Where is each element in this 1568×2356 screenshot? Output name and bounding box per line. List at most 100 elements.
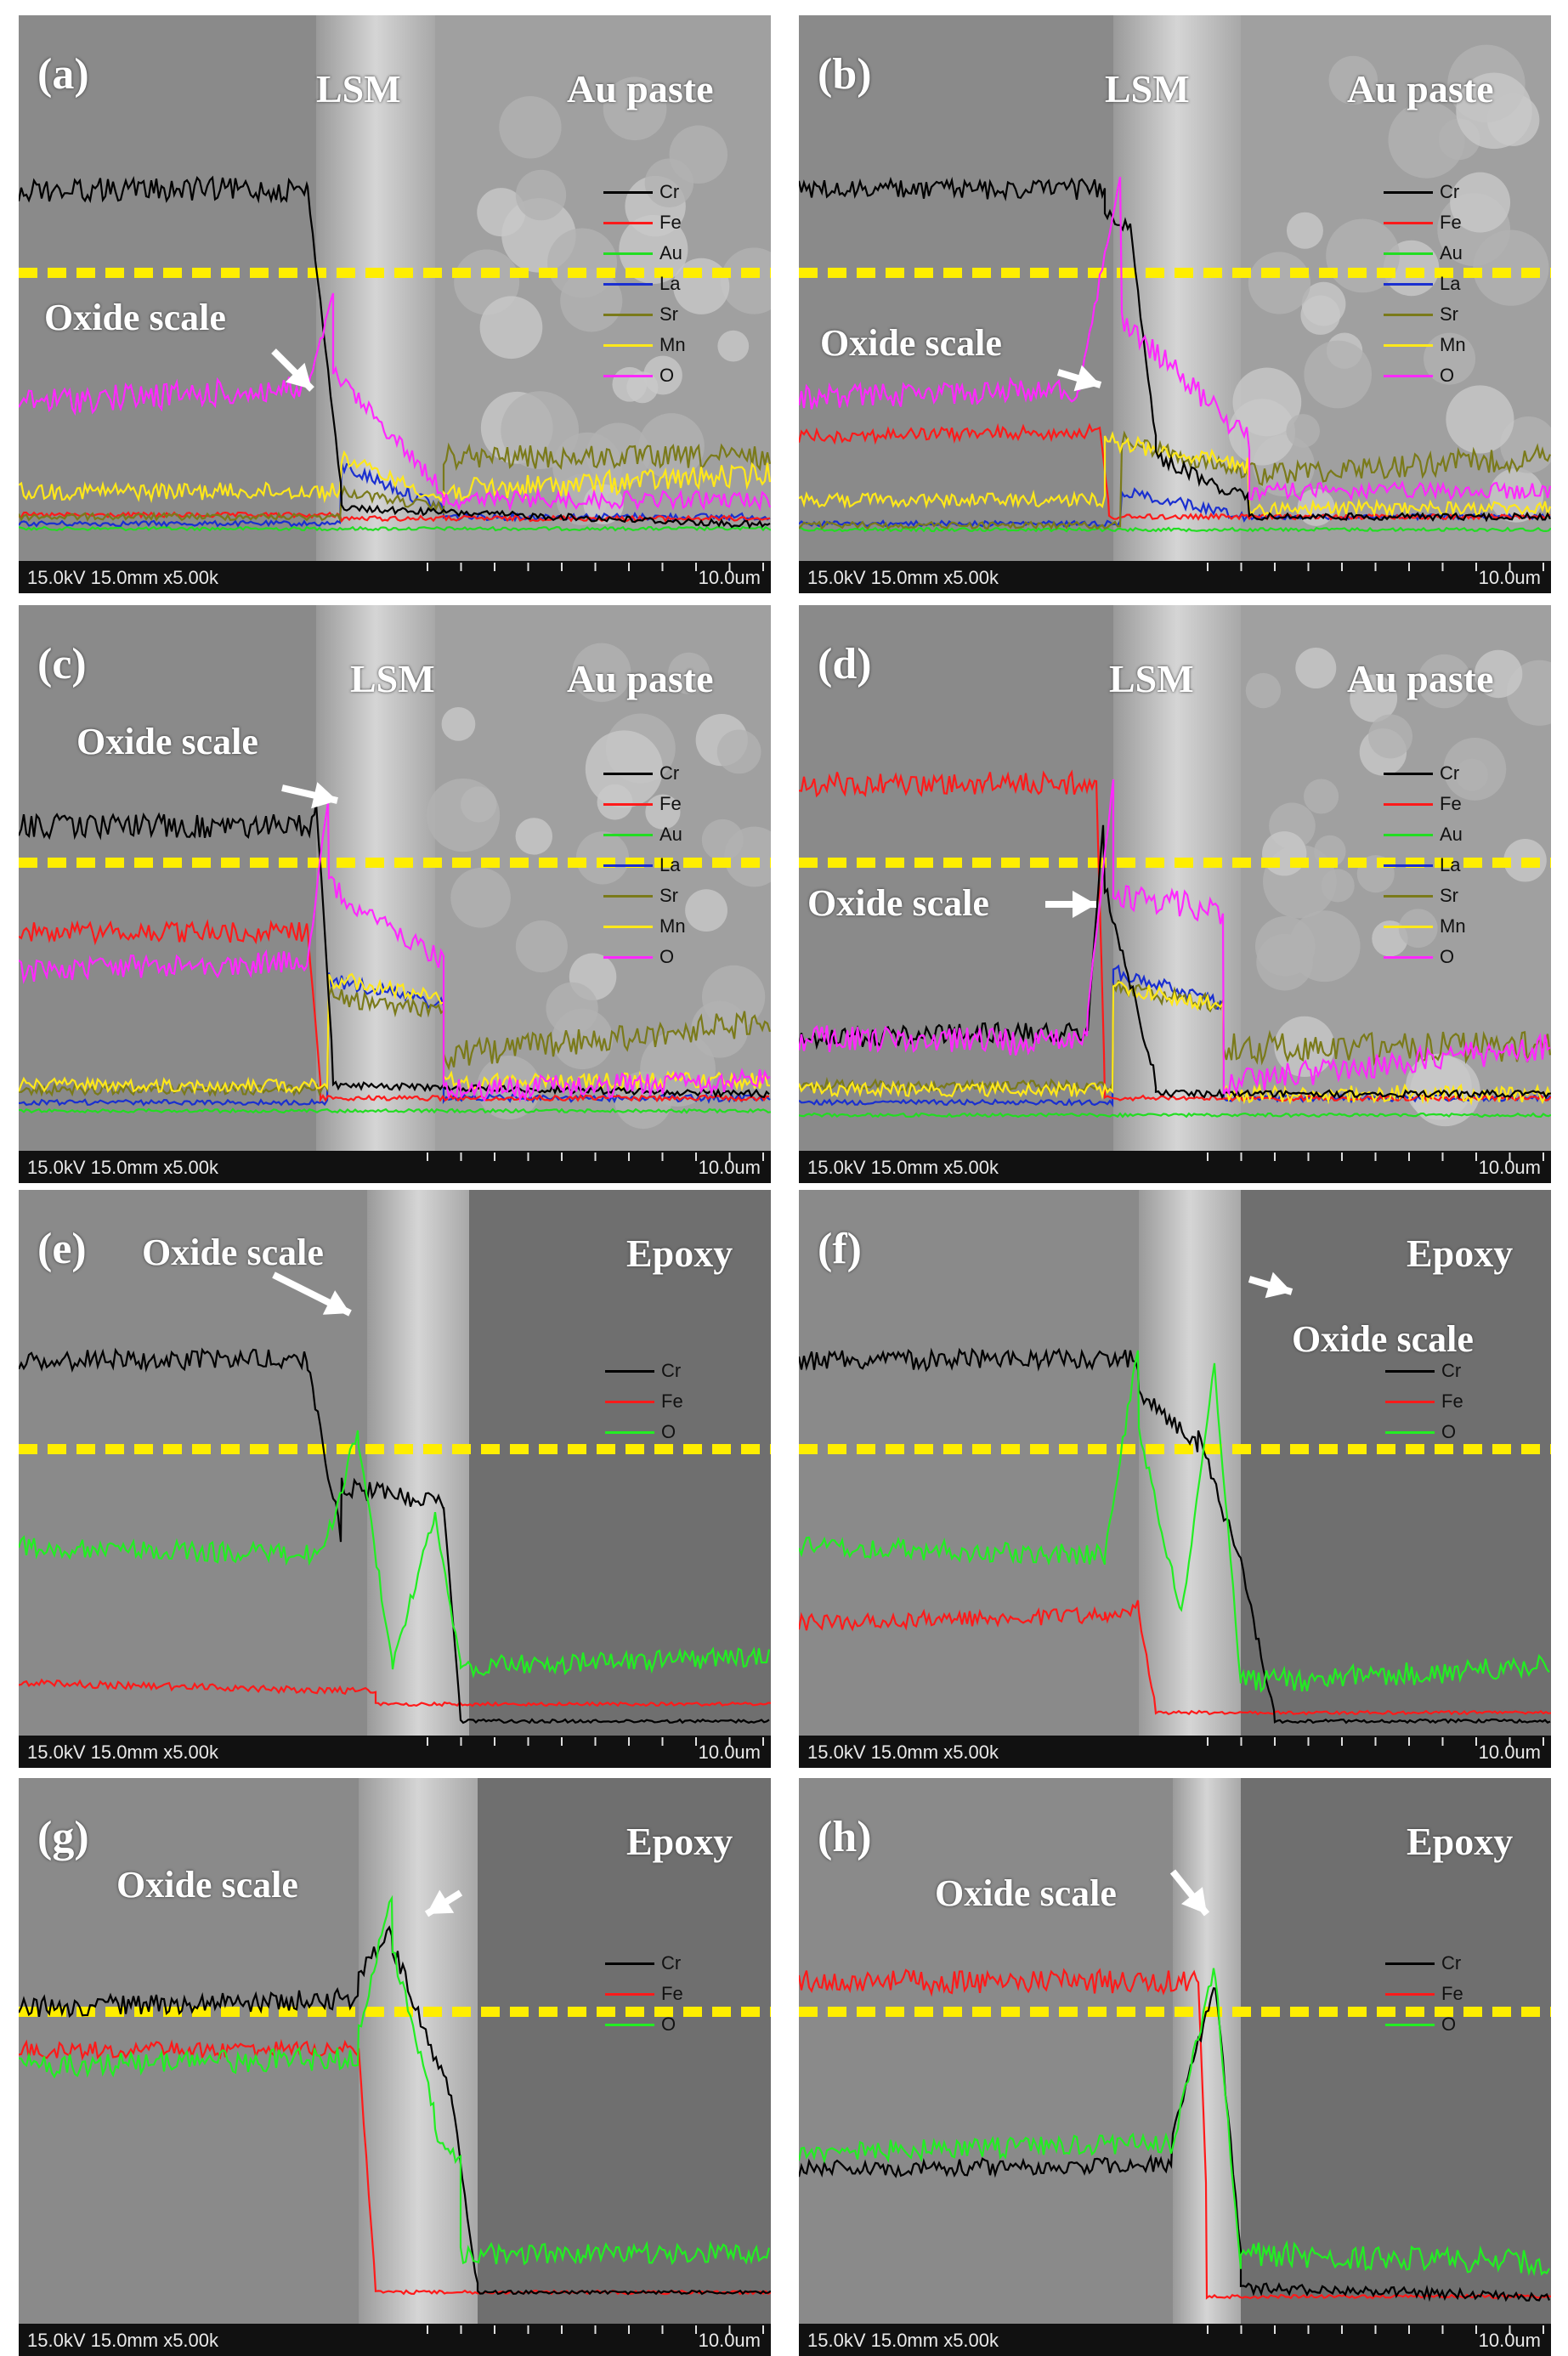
paste-particle: [1368, 714, 1412, 759]
legend-entry-cr: Cr: [1384, 758, 1466, 789]
legend-label: Cr: [1441, 1952, 1462, 1974]
eds-line-au: [799, 526, 1551, 533]
legend-entry-o: O: [1384, 360, 1466, 391]
legend-label: Sr: [659, 303, 678, 325]
paste-particle: [572, 643, 631, 702]
panel-a: (a) LSM Au paste Oxide scale Cr Fe Au La Sr Mn O 15…: [19, 15, 771, 593]
legend-label: Sr: [1440, 303, 1458, 325]
arrowhead-icon: [1073, 365, 1101, 392]
legend: Cr Fe Au La Sr Mn O: [603, 758, 686, 972]
sem-parameters: 15.0kV 15.0mm x5.00k: [807, 2330, 999, 2351]
paste-particle: [441, 707, 476, 741]
scale-bar: [427, 563, 764, 571]
region-label-au-paste: Au paste: [1347, 657, 1494, 700]
panel-letter: (a): [37, 50, 89, 99]
eds-line-cr: [799, 1347, 1551, 1725]
coating-layer: [316, 15, 435, 593]
legend-entry-cr: Cr: [1385, 1948, 1463, 1979]
legend-label: Fe: [659, 793, 682, 814]
legend-entry-o: O: [603, 942, 686, 972]
legend-swatch: [1384, 282, 1433, 286]
legend-entry-au: Au: [1384, 238, 1466, 269]
eds-line-fe: [19, 919, 769, 1103]
legend: Cr Fe O: [1385, 1356, 1463, 1447]
paste-particle: [1295, 648, 1337, 689]
legend-label: Mn: [1440, 334, 1466, 355]
paste-particle: [1248, 252, 1310, 314]
paste-particle: [1321, 869, 1355, 903]
legend-swatch: [603, 374, 653, 377]
legend-label: La: [1440, 273, 1461, 294]
legend-swatch: [603, 955, 653, 959]
oxide-scale-annotation: Oxide scale: [1292, 1318, 1474, 1360]
oxide-scale-annotation: Oxide scale: [116, 1864, 298, 1906]
eds-line-o: [799, 176, 1551, 502]
legend-swatch: [1384, 772, 1433, 775]
legend-label: Cr: [1440, 762, 1460, 784]
region-label-lsm: LSM: [350, 657, 435, 700]
region-label-lsm: LSM: [1109, 657, 1194, 700]
legend-label: Fe: [661, 1390, 683, 1412]
coating-layer: [1113, 15, 1241, 593]
scale-bar: [427, 1737, 764, 1746]
sem-parameters: 15.0kV 15.0mm x5.00k: [807, 1157, 999, 1178]
legend-swatch: [1384, 925, 1433, 928]
region-label-lsm: LSM: [1105, 67, 1190, 110]
legend-label: Au: [1440, 242, 1463, 263]
legend-swatch: [1384, 955, 1433, 959]
paste-particle: [645, 794, 681, 830]
scale-label: 10.0um: [698, 567, 761, 588]
oxide-scale-annotation: Oxide scale: [142, 1232, 324, 1273]
legend-entry-la: La: [1384, 269, 1466, 299]
eds-line-o: [19, 292, 771, 512]
legend-entry-cr: Cr: [605, 1948, 683, 1979]
scale-label: 10.0um: [1478, 1742, 1541, 1763]
sem-info-bar: 15.0kV 15.0mm x5.00k 10.0um: [19, 1151, 771, 1183]
legend-swatch: [1384, 221, 1433, 224]
legend-swatch: [603, 252, 653, 255]
paste-particle: [1450, 172, 1511, 233]
eds-line-cr: [19, 175, 771, 530]
arrowhead-icon: [322, 1290, 350, 1315]
eds-line-mn: [19, 450, 771, 504]
epoxy-region: [478, 1778, 771, 2356]
legend-entry-mn: Mn: [1384, 330, 1466, 360]
sem-parameters: 15.0kV 15.0mm x5.00k: [807, 1742, 999, 1763]
legend-swatch: [603, 282, 653, 286]
paste-particle: [1474, 649, 1523, 699]
legend-entry-sr: Sr: [603, 881, 686, 911]
region-label-epoxy: Epoxy: [626, 1232, 733, 1275]
legend-entry-au: Au: [603, 819, 686, 850]
oxide-scale-annotation: Oxide scale: [44, 297, 226, 338]
sem-image-h: [799, 1778, 1551, 2356]
legend-swatch: [603, 864, 653, 867]
legend-entry-fe: Fe: [605, 1386, 683, 1417]
legend-swatch: [1385, 1962, 1435, 1965]
paste-particle: [1262, 831, 1307, 876]
scale-label: 10.0um: [698, 2330, 761, 2351]
epoxy-region: [469, 1190, 771, 1768]
legend-swatch: [605, 1430, 654, 1434]
coating-layer: [359, 1778, 478, 2356]
sem-info-bar: 15.0kV 15.0mm x5.00k 10.0um: [799, 2324, 1551, 2356]
legend-entry-fe: Fe: [605, 1979, 683, 2009]
legend-swatch: [1384, 343, 1433, 347]
paste-particle: [1304, 340, 1373, 409]
arrowhead-icon: [285, 362, 312, 389]
paste-particle: [1256, 933, 1313, 991]
scale-label: 10.0um: [698, 1157, 761, 1178]
legend-entry-o: O: [1384, 942, 1466, 972]
legend-label: Au: [659, 242, 682, 263]
legend-label: Cr: [661, 1360, 682, 1381]
eds-line-o: [799, 1350, 1550, 1693]
legend-label: Cr: [661, 1952, 682, 1974]
paste-particle: [603, 76, 667, 141]
legend-entry-la: La: [603, 850, 686, 881]
sem-parameters: 15.0kV 15.0mm x5.00k: [27, 1157, 219, 1178]
legend-label: Fe: [1441, 1983, 1463, 2004]
scale-bar: [1207, 2325, 1544, 2334]
scale-bar: [1207, 1153, 1544, 1161]
legend-entry-mn: Mn: [603, 911, 686, 942]
legend-swatch: [603, 802, 653, 806]
sem-image-f: [799, 1190, 1551, 1768]
